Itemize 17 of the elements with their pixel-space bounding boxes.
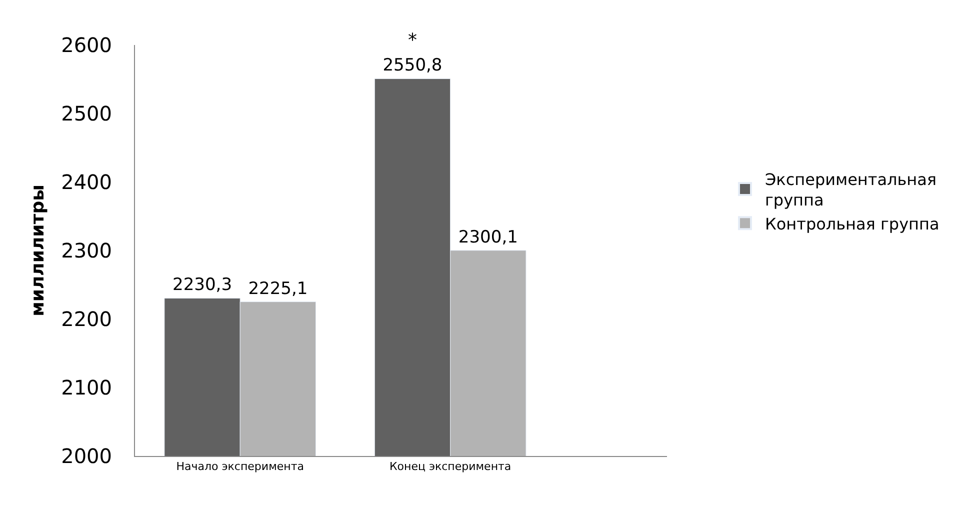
y-tick-label: 2600	[61, 33, 112, 57]
annotation: *	[408, 30, 417, 51]
data-label: 2230,3	[172, 275, 232, 296]
data-label: 2550,8	[382, 56, 442, 76]
data-label: 2300,1	[458, 227, 518, 248]
data-label: 2225,1	[248, 278, 308, 299]
y-tick-label: 2400	[61, 170, 112, 194]
y-tick-label: 2100	[61, 376, 112, 400]
x-tick-label: Начало эксперимента	[176, 460, 304, 474]
legend-label: Экспериментальная группа	[765, 170, 937, 210]
y-tick-label: 2500	[61, 102, 112, 126]
x-tick-label: Конец эксперимента	[389, 460, 512, 474]
y-tick-label: 2000	[61, 444, 112, 468]
y-tick-label: 2200	[61, 307, 112, 331]
y-axis-title: миллилитры	[27, 184, 48, 316]
legend-label: Контрольная группа	[765, 214, 940, 234]
y-tick-label: 2300	[61, 238, 112, 262]
